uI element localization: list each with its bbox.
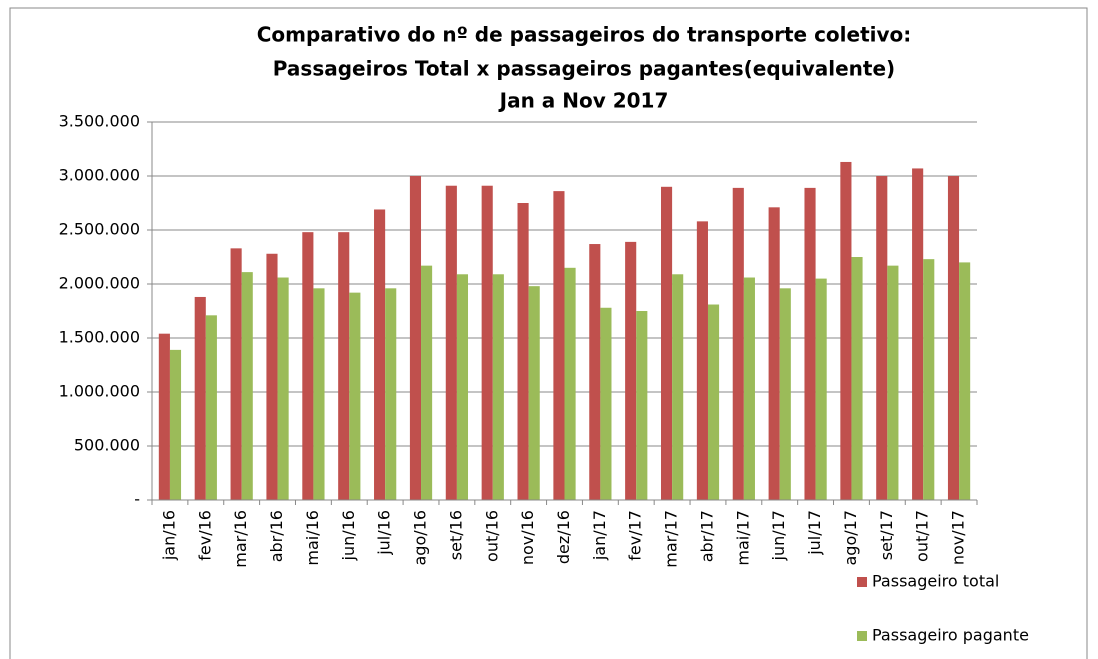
bar <box>912 168 924 500</box>
bar <box>349 292 361 500</box>
x-tick-label: jun/16 <box>339 510 358 561</box>
y-tick-label: 2.000.000 <box>59 274 140 293</box>
bar <box>421 265 433 500</box>
bar <box>564 267 576 500</box>
bar <box>409 176 422 500</box>
bar <box>707 304 720 500</box>
x-tick-label: jul/17 <box>805 510 824 556</box>
bar <box>768 207 780 500</box>
x-tick-label: mar/17 <box>662 510 681 568</box>
bar <box>338 232 350 500</box>
x-tick-label: fev/17 <box>626 510 645 561</box>
x-tick-label: jan/17 <box>590 510 609 561</box>
x-tick-label: mai/16 <box>303 510 322 566</box>
x-tick-label: ago/17 <box>841 510 860 566</box>
chart-frame <box>9 7 1088 659</box>
y-tick-label: 1.500.000 <box>59 328 140 347</box>
x-tick-label: out/16 <box>482 510 501 562</box>
bar <box>302 232 314 500</box>
bar <box>589 244 601 500</box>
y-tick-label: 2.500.000 <box>59 220 140 239</box>
legend-label: Passageiro pagante <box>872 626 1029 645</box>
bar <box>804 187 816 500</box>
chart-title: Passageiros Total x passageiros pagantes… <box>273 57 895 81</box>
bar <box>517 203 529 500</box>
x-tick-label: ago/16 <box>411 510 430 566</box>
bar <box>374 209 386 501</box>
bar <box>851 257 863 500</box>
x-tick-label: mai/17 <box>733 510 752 566</box>
bar <box>779 288 791 500</box>
bar <box>385 288 397 500</box>
bar <box>528 286 540 500</box>
x-tick-label: nov/17 <box>949 510 968 565</box>
bar <box>923 259 935 500</box>
bar <box>625 241 637 500</box>
x-tick-label: set/17 <box>877 510 896 560</box>
bar <box>696 221 708 501</box>
bar <box>169 349 182 500</box>
bar <box>672 274 684 500</box>
bar <box>492 274 504 500</box>
bar <box>876 176 888 500</box>
x-tick-label: nov/16 <box>518 510 537 565</box>
bar <box>313 288 325 500</box>
legend-swatch <box>857 631 867 641</box>
bar <box>241 272 253 500</box>
bar <box>636 311 648 500</box>
x-tick-label: jul/16 <box>375 510 394 556</box>
x-tick-label: fev/16 <box>195 510 214 561</box>
y-tick-label: 3.500.000 <box>59 112 140 131</box>
chart-title: Jan a Nov 2017 <box>498 89 669 113</box>
bar <box>481 185 493 500</box>
bar <box>205 315 217 500</box>
bar <box>456 274 469 500</box>
bar <box>445 185 457 500</box>
bar <box>743 277 755 500</box>
bar <box>840 161 852 500</box>
x-tick-label: set/16 <box>446 510 465 560</box>
y-tick-label: 3.000.000 <box>59 166 140 185</box>
bar <box>158 333 170 500</box>
bar <box>815 278 827 500</box>
bar <box>277 277 289 500</box>
y-tick-label: - <box>134 490 140 509</box>
bar <box>230 248 242 500</box>
bar <box>959 262 971 500</box>
x-tick-label: out/17 <box>913 510 932 562</box>
y-tick-label: 1.000.000 <box>59 382 140 401</box>
bar <box>600 307 612 500</box>
x-tick-label: abr/16 <box>267 510 286 562</box>
legend-swatch <box>857 577 867 587</box>
bar <box>660 186 673 501</box>
x-tick-label: dez/16 <box>554 510 573 564</box>
y-tick-label: 500.000 <box>74 436 140 455</box>
bar <box>732 187 744 500</box>
x-tick-label: jun/17 <box>769 510 788 561</box>
bar <box>887 265 899 500</box>
bar <box>947 176 960 500</box>
bar <box>266 253 278 500</box>
x-tick-label: abr/17 <box>697 510 716 562</box>
bar <box>553 191 565 500</box>
x-tick-label: jan/16 <box>159 510 178 561</box>
x-tick-label: mar/16 <box>231 510 250 568</box>
chart-title: Comparativo do nº de passageiros do tran… <box>257 23 912 47</box>
bar <box>194 296 206 500</box>
legend-label: Passageiro total <box>872 572 999 591</box>
